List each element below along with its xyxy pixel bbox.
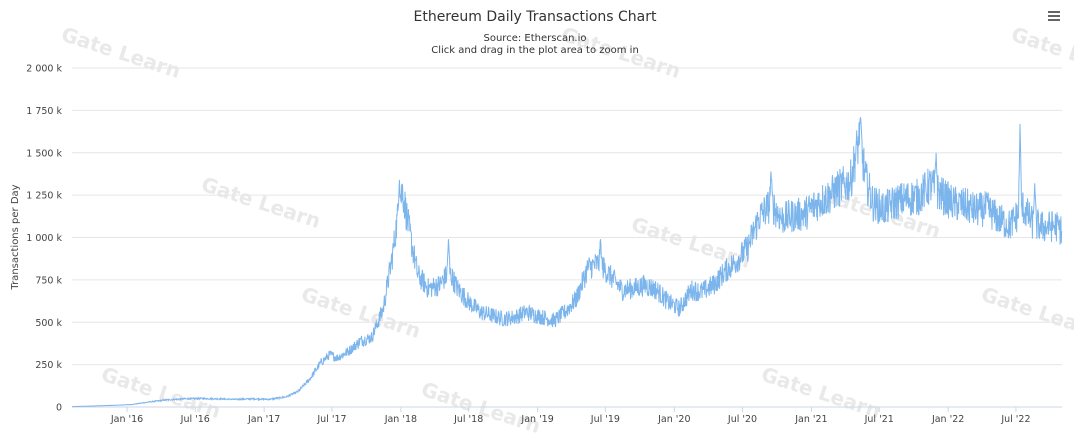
x-tick-label: Jul '16 [180,414,210,425]
watermark-layer: Gate Learn Gate Learn Gate Learn Gate Learn… [58,22,1074,438]
chart-title: Ethereum Daily Transactions Chart [413,9,657,25]
x-tick-label: Jan '21 [794,414,827,425]
x-tick-label: Jan '20 [657,414,690,425]
y-tick-label: 1 500 k [26,148,62,159]
hamburger-menu-icon[interactable] [1044,8,1064,26]
x-tick-label: Jan '19 [520,414,553,425]
watermark-text: Gate Learn [198,172,323,233]
x-tick-label: Jan '16 [110,414,143,425]
x-tick-label: Jul '20 [727,414,757,425]
series-line-daily-transactions [72,117,1063,408]
y-tick-label: 2 000 k [26,64,62,75]
x-axis-ticks: Jan '16 Jul '16 Jan '17 Jul '17 Jan '18 Jul '… [110,407,1031,425]
y-tick-label: 1 000 k [26,233,62,244]
watermark-text: Gate Learn [58,22,183,83]
y-tick-label: 250 k [35,360,62,371]
watermark-text: Gate Learn [978,282,1074,343]
x-tick-label: Jul '19 [590,414,620,425]
y-tick-label: 0 [56,403,62,414]
y-axis-ticks: 0 250 k 500 k 750 k 1 000 k 1 250 k 1 500 k 1 7… [26,64,62,414]
y-axis-title: Transactions per Day [10,184,21,290]
y-tick-label: 750 k [35,275,62,286]
watermark-text: Gate Learn [298,282,423,343]
x-tick-label: Jan '17 [247,414,280,425]
chart-subtitle-hint: Click and drag in the plot area to zoom … [431,45,639,56]
x-tick-label: Jul '18 [453,414,483,425]
x-tick-label: Jan '18 [384,414,417,425]
x-tick-label: Jul '21 [864,414,894,425]
y-tick-label: 500 k [35,318,62,329]
y-tick-label: 1 250 k [26,191,62,202]
x-tick-label: Jul '17 [316,414,346,425]
x-tick-label: Jul '22 [1000,414,1030,425]
watermark-text: Gate Learn [1008,22,1074,83]
chart-subtitle-source: Source: Etherscan.io [484,33,587,44]
x-tick-label: Jan '22 [931,414,964,425]
y-tick-label: 1 750 k [26,106,62,117]
